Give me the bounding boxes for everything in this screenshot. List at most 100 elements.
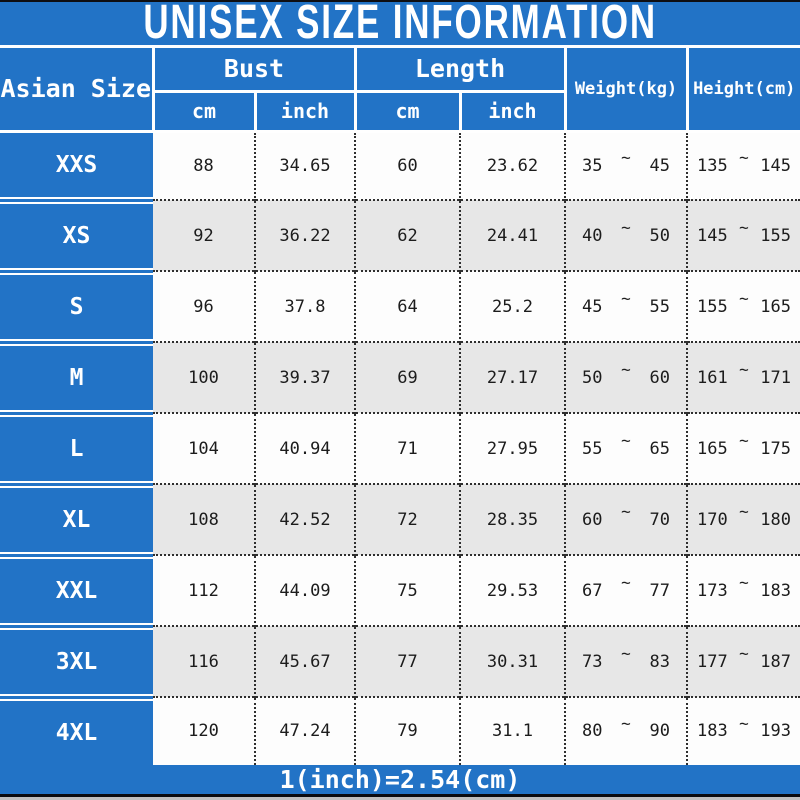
bust-inch-cell: 42.52 xyxy=(254,483,355,556)
height-range-cell: 173 ~ 183 xyxy=(686,554,800,627)
weight-min: 50 xyxy=(582,367,603,388)
weight-min: 67 xyxy=(582,580,603,601)
weight-range: 35 ~ 45 xyxy=(566,134,686,198)
table-row: S 96 37.8 64 25.2 45 ~ 55 155 ~ 165 xyxy=(0,267,800,343)
weight-range: 80 ~ 90 xyxy=(566,699,686,763)
tilde-glyph: ~ xyxy=(739,713,749,733)
weight-min: 60 xyxy=(582,509,603,530)
bust-inch-cell: 39.37 xyxy=(254,341,355,414)
weight-max: 83 xyxy=(649,651,670,672)
height-min: 165 xyxy=(697,438,728,459)
table-row: XXL 112 44.09 75 29.53 67 ~ 77 173 ~ 183 xyxy=(0,551,800,627)
height-min: 177 xyxy=(697,651,728,672)
height-max: 187 xyxy=(760,651,791,672)
height-range-cell: 155 ~ 165 xyxy=(686,270,800,343)
bust-cm-cell: 104 xyxy=(153,412,255,485)
length-inch-cell: 25.2 xyxy=(459,270,565,343)
height-max: 175 xyxy=(760,438,791,459)
length-cm-header: cm xyxy=(353,89,462,133)
weight-range-cell: 40 ~ 50 xyxy=(564,199,687,272)
length-inch-cell: 23.62 xyxy=(459,131,565,201)
height-range-cell: 183 ~ 193 xyxy=(686,696,800,765)
weight-min: 40 xyxy=(582,225,603,246)
length-inch-cell: 27.95 xyxy=(459,412,565,485)
weight-max: 65 xyxy=(649,438,670,459)
length-inch-cell: 29.53 xyxy=(459,554,565,627)
bust-inch-cell: 40.94 xyxy=(254,412,355,485)
height-range-cell: 177 ~ 187 xyxy=(686,625,800,698)
table-row: XXS 88 34.65 60 23.62 35 ~ 45 135 ~ 145 xyxy=(0,131,800,201)
tilde-glyph: ~ xyxy=(621,573,631,593)
bust-inch-cell: 37.8 xyxy=(254,270,355,343)
bust-cm-header: cm xyxy=(151,89,257,133)
table-row: 4XL 120 47.24 79 31.1 80 ~ 90 183 ~ 193 xyxy=(0,693,800,765)
weight-range: 73 ~ 83 xyxy=(566,630,686,694)
height-range: 155 ~ 165 xyxy=(688,275,800,339)
height-header: Height(cm) xyxy=(685,44,800,133)
height-min: 170 xyxy=(697,509,728,530)
height-max: 180 xyxy=(760,509,791,530)
height-range: 170 ~ 180 xyxy=(688,488,800,552)
height-max: 193 xyxy=(760,721,791,742)
weight-max: 45 xyxy=(649,155,670,176)
length-inch-cell: 28.35 xyxy=(459,483,565,556)
size-cell: 3XL xyxy=(0,622,153,698)
size-cell: S xyxy=(0,267,153,343)
size-cell: XL xyxy=(0,480,153,556)
tilde-glyph: ~ xyxy=(621,218,631,238)
size-table: Asian Size Bust Length Weight(kg) Height… xyxy=(0,44,800,765)
table-row: XL 108 42.52 72 28.35 60 ~ 70 170 ~ 180 xyxy=(0,480,800,556)
height-min: 173 xyxy=(697,580,728,601)
bottom-border-bar xyxy=(0,793,800,798)
height-range: 161 ~ 171 xyxy=(688,346,800,410)
length-inch-cell: 27.17 xyxy=(459,341,565,414)
weight-min: 80 xyxy=(582,721,603,742)
top-border-bar xyxy=(0,0,800,2)
weight-max: 90 xyxy=(649,721,670,742)
weight-min: 73 xyxy=(582,651,603,672)
bust-cm-cell: 96 xyxy=(153,270,255,343)
length-cm-cell: 75 xyxy=(354,554,460,627)
weight-max: 50 xyxy=(649,225,670,246)
conversion-note: 1(inch)=2.54(cm) xyxy=(279,764,521,794)
length-cm-cell: 77 xyxy=(354,625,460,698)
height-min: 155 xyxy=(697,296,728,317)
size-cell: XS xyxy=(0,196,153,272)
bust-cm-cell: 92 xyxy=(153,199,255,272)
tilde-glyph: ~ xyxy=(621,713,631,733)
tilde-glyph: ~ xyxy=(739,218,749,238)
weight-header: Weight(kg) xyxy=(563,44,689,133)
tilde-glyph: ~ xyxy=(739,502,749,522)
length-header: Length xyxy=(353,44,567,93)
weight-max: 55 xyxy=(649,296,670,317)
tilde-glyph: ~ xyxy=(739,573,749,593)
weight-range-cell: 50 ~ 60 xyxy=(564,341,687,414)
table-row: XS 92 36.22 62 24.41 40 ~ 50 145 ~ 155 xyxy=(0,196,800,272)
height-range: 135 ~ 145 xyxy=(688,134,800,198)
size-cell: L xyxy=(0,409,153,485)
tilde-glyph: ~ xyxy=(621,502,631,522)
tilde-glyph: ~ xyxy=(739,360,749,380)
length-inch-cell: 24.41 xyxy=(459,199,565,272)
weight-range-cell: 73 ~ 83 xyxy=(564,625,687,698)
height-range: 183 ~ 193 xyxy=(688,699,800,763)
length-cm-cell: 69 xyxy=(354,341,460,414)
height-max: 155 xyxy=(760,225,791,246)
weight-range-cell: 35 ~ 45 xyxy=(564,131,687,201)
asian-size-header: Asian Size xyxy=(0,44,155,133)
tilde-glyph: ~ xyxy=(739,148,749,168)
height-range: 177 ~ 187 xyxy=(688,630,800,694)
weight-range-cell: 45 ~ 55 xyxy=(564,270,687,343)
length-cm-cell: 79 xyxy=(354,696,460,765)
tilde-glyph: ~ xyxy=(621,148,631,168)
tilde-glyph: ~ xyxy=(621,360,631,380)
height-range: 173 ~ 183 xyxy=(688,559,800,623)
table-body: XXS 88 34.65 60 23.62 35 ~ 45 135 ~ 145 … xyxy=(0,131,800,765)
title-band: UNISEX SIZE INFORMATION xyxy=(0,0,800,49)
table-row: 3XL 116 45.67 77 30.31 73 ~ 83 177 ~ 187 xyxy=(0,622,800,698)
bust-inch-header: inch xyxy=(253,89,357,133)
height-range: 165 ~ 175 xyxy=(688,417,800,481)
length-inch-cell: 31.1 xyxy=(459,696,565,765)
length-inch-cell: 30.31 xyxy=(459,625,565,698)
